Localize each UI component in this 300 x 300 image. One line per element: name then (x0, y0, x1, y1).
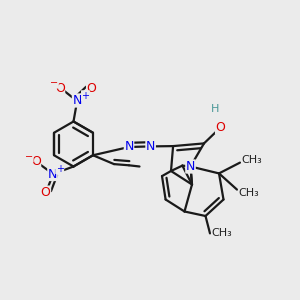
Text: CH₃: CH₃ (238, 188, 259, 198)
Text: −: − (25, 152, 33, 162)
Text: N: N (72, 94, 82, 107)
Text: N: N (146, 140, 155, 153)
Text: O: O (87, 82, 96, 95)
Text: CH₃: CH₃ (212, 228, 232, 239)
Text: +: + (56, 164, 64, 174)
Text: N: N (186, 160, 195, 173)
Text: O: O (55, 82, 64, 95)
Text: H: H (211, 104, 220, 115)
Text: +: + (82, 91, 89, 101)
Text: O: O (216, 121, 225, 134)
Text: −: − (50, 78, 58, 88)
Text: O: O (41, 186, 50, 199)
Text: N: N (124, 140, 134, 154)
Text: O: O (31, 154, 40, 168)
Text: N: N (48, 167, 57, 181)
Text: CH₃: CH₃ (242, 154, 262, 165)
